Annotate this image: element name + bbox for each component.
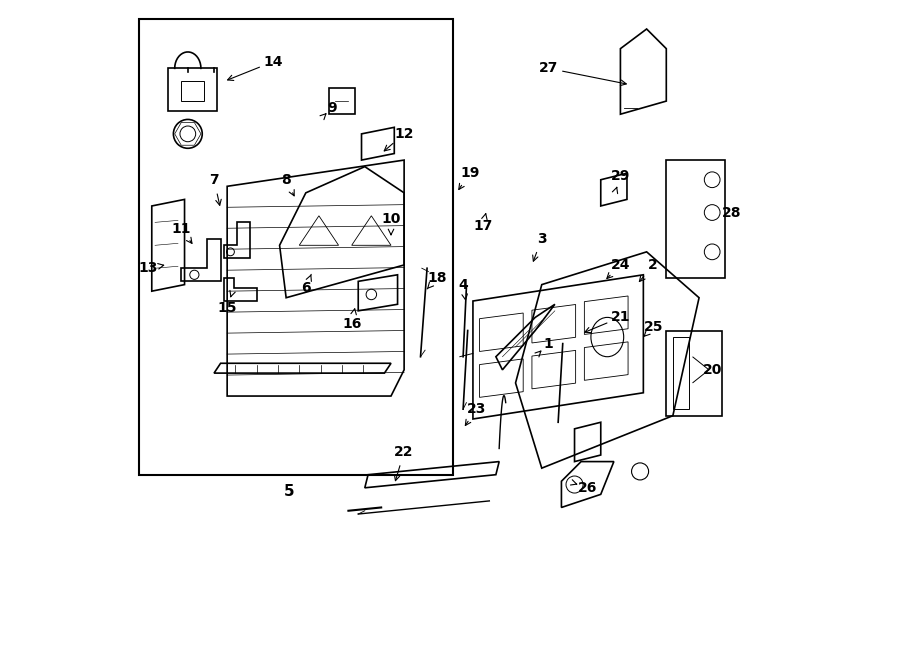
Text: 16: 16 [342, 317, 362, 331]
Text: 3: 3 [537, 232, 546, 246]
Text: 23: 23 [466, 402, 486, 416]
Text: 19: 19 [460, 166, 480, 180]
Text: 6: 6 [301, 281, 310, 295]
Text: 4: 4 [458, 278, 468, 292]
Bar [666, 160, 725, 278]
Bar [168, 68, 217, 111]
Bar [666, 330, 722, 416]
Text: 14: 14 [264, 55, 283, 69]
Bar [181, 81, 204, 101]
Text: 27: 27 [538, 61, 558, 75]
Text: 7: 7 [209, 173, 219, 187]
Text: 9: 9 [328, 100, 337, 114]
Text: 10: 10 [382, 212, 400, 226]
Text: 20: 20 [703, 363, 722, 377]
Text: 25: 25 [644, 320, 663, 334]
Text: 26: 26 [578, 481, 598, 495]
Text: 17: 17 [473, 219, 492, 233]
Text: 11: 11 [172, 222, 191, 236]
Text: 29: 29 [611, 169, 630, 184]
Text: 22: 22 [394, 445, 414, 459]
Text: 18: 18 [428, 271, 446, 285]
Text: 15: 15 [218, 301, 237, 315]
Text: 8: 8 [282, 173, 291, 187]
Text: 1: 1 [544, 336, 554, 350]
Bar [673, 337, 689, 409]
Text: 12: 12 [394, 127, 414, 141]
Text: 2: 2 [648, 258, 658, 272]
Text: 28: 28 [722, 206, 742, 219]
Text: 5: 5 [284, 484, 294, 498]
Text: 13: 13 [139, 261, 158, 275]
Text: 21: 21 [611, 311, 630, 325]
Text: 24: 24 [611, 258, 630, 272]
